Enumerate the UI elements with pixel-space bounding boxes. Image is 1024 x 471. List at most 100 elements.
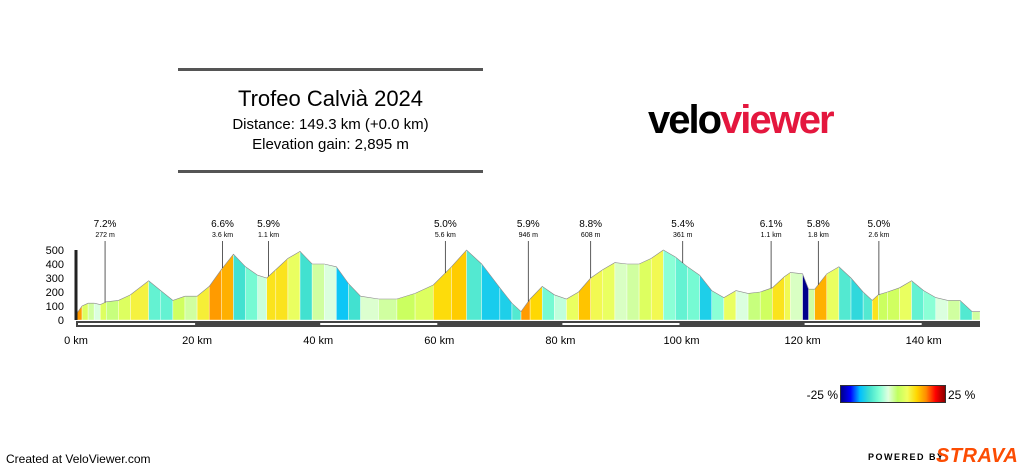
x-axis-band: [76, 321, 980, 327]
profile-segment: [529, 285, 543, 321]
profile-segment: [360, 295, 379, 321]
x-tick-label: 120 km: [785, 335, 821, 347]
climb-detail-label: 3.6 km: [212, 232, 233, 239]
profile-segment: [687, 266, 700, 321]
profile-segment: [578, 277, 591, 321]
title-top-rule: [178, 68, 483, 71]
x-tick-label: 100 km: [663, 335, 699, 347]
profile-segment: [590, 269, 603, 321]
profile-segment: [850, 277, 864, 321]
profile-outline: [75, 249, 980, 315]
profile-segment: [699, 274, 712, 321]
legend-max-label: 25 %: [948, 388, 976, 402]
climb-detail-label: 272 m: [95, 232, 115, 239]
profile-segment: [566, 291, 579, 321]
profile-segment: [184, 296, 198, 321]
profile-segment: [872, 294, 879, 321]
profile-segment: [221, 253, 234, 321]
profile-segment: [826, 266, 840, 321]
powered-by-text: POWERED BY: [868, 452, 945, 462]
profile-segment: [481, 263, 501, 321]
profile-segment: [935, 297, 949, 321]
y-tick-label: 200: [46, 287, 64, 299]
x-axis: 0 km 20 km 40 km 60 km 80 km 100 km 120 km 140 …: [64, 321, 980, 347]
strava-logo: STRAVA: [936, 445, 1019, 467]
profile-segment: [324, 263, 337, 321]
profile-segment: [711, 290, 725, 321]
profile-segment: [287, 251, 301, 321]
profile-segment: [87, 303, 95, 321]
profile-segment: [651, 249, 664, 321]
profile-segment: [923, 290, 936, 321]
climb-detail-label: 5.6 km: [435, 232, 456, 239]
profile-segment: [887, 287, 900, 321]
profile-segment: [542, 286, 555, 321]
climb-grade-label: 5.4%: [671, 219, 694, 230]
profile-segment: [808, 289, 815, 321]
climb-detail-label: 946 m: [519, 232, 539, 239]
veloviewer-logo: veloviewer: [648, 98, 835, 142]
profile-segment: [602, 262, 616, 321]
x-axis-band-stripe: [804, 323, 922, 325]
profile-segment: [499, 287, 513, 321]
profile-segment: [675, 256, 688, 321]
profile-segment: [878, 291, 888, 321]
profile-segment: [466, 249, 482, 321]
created-at-text: Created at VeloViewer.com: [6, 452, 151, 466]
profile-segment: [130, 280, 149, 321]
x-tick-label: 20 km: [182, 335, 212, 347]
profile-segment: [160, 290, 174, 321]
profile-segment: [348, 283, 361, 321]
profile-segment: [93, 302, 101, 321]
profile-segment: [118, 294, 131, 321]
climb-detail-label: 361 m: [673, 232, 693, 239]
x-tick-label: 140 km: [906, 335, 942, 347]
y-tick-label: 300: [46, 273, 64, 285]
profile-segment: [838, 266, 852, 321]
x-tick-label: 60 km: [424, 335, 454, 347]
climb-grade-label: 7.2%: [94, 219, 117, 230]
climb-grade-label: 5.0%: [867, 219, 890, 230]
elevation-gain-text: Elevation gain: 2,895 m: [252, 136, 409, 153]
y-tick-label: 100: [46, 301, 64, 313]
profile-segment: [790, 272, 803, 321]
distance-text: Distance: 149.3 km (+0.0 km): [232, 116, 429, 133]
x-axis-band-stripe: [78, 323, 196, 325]
profile-segment: [378, 298, 398, 321]
y-tick-label: 0: [58, 315, 64, 327]
climb-grade-label: 5.0%: [434, 219, 457, 230]
profile-segment: [233, 253, 246, 321]
profile-segment: [814, 273, 828, 321]
logo-velo: velo: [648, 98, 722, 142]
elevation-profile-chart: 0 100 200 300 400 500 0 km 20 km 40 km 60 km 80 k…: [46, 219, 981, 347]
climb-grade-label: 6.1%: [760, 219, 783, 230]
profile-segment: [626, 263, 640, 321]
profile-segment: [911, 280, 924, 321]
x-tick-label: 40 km: [303, 335, 333, 347]
profile-segment: [971, 311, 981, 321]
climb-grade-label: 5.9%: [257, 219, 280, 230]
title-box: Trofeo Calvià 2024 Distance: 149.3 km (+…: [178, 68, 483, 173]
climb-detail-label: 1.8 km: [808, 232, 829, 239]
climb-detail-label: 1.1 km: [258, 232, 279, 239]
profile-segment: [947, 300, 961, 321]
profile-line: [75, 249, 980, 315]
y-axis: 0 100 200 300 400 500: [46, 245, 78, 327]
profile-segment: [747, 291, 761, 321]
profile-segment: [663, 249, 676, 321]
title-bottom-rule: [178, 170, 483, 173]
climb-grade-label: 5.9%: [517, 219, 540, 230]
logo-viewer: viewer: [720, 98, 835, 142]
profile-segment: [266, 269, 277, 321]
profile-segment: [511, 302, 522, 321]
profile-segment: [433, 266, 452, 321]
y-tick-label: 400: [46, 259, 64, 271]
profile-segment: [396, 293, 416, 321]
climb-detail-label: 1.1 km: [761, 232, 782, 239]
climb-grade-label: 8.8%: [579, 219, 602, 230]
route-title: Trofeo Calvià 2024: [237, 86, 424, 111]
profile-segment: [760, 287, 773, 321]
x-tick-label: 0 km: [64, 335, 88, 347]
profile-segment: [257, 274, 267, 321]
climb-grade-label: 6.6%: [211, 219, 234, 230]
